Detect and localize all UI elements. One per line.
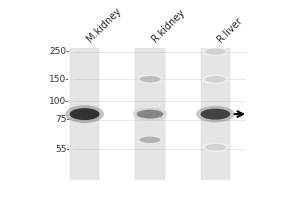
Ellipse shape xyxy=(202,47,229,56)
Ellipse shape xyxy=(133,108,167,121)
Ellipse shape xyxy=(202,74,229,84)
Ellipse shape xyxy=(140,76,160,82)
Text: M.kidney: M.kidney xyxy=(85,6,123,44)
Ellipse shape xyxy=(202,142,229,152)
Ellipse shape xyxy=(136,74,164,84)
Text: R.kidney: R.kidney xyxy=(150,8,187,44)
Text: 75-: 75- xyxy=(55,115,70,124)
Ellipse shape xyxy=(196,106,235,122)
Ellipse shape xyxy=(70,108,100,120)
Bar xyxy=(200,48,230,180)
Text: R.liver: R.liver xyxy=(215,16,244,44)
Text: 150-: 150- xyxy=(49,75,70,84)
Text: 250-: 250- xyxy=(50,47,70,56)
Ellipse shape xyxy=(205,76,226,82)
Text: 55-: 55- xyxy=(55,145,70,154)
Ellipse shape xyxy=(65,105,104,123)
Ellipse shape xyxy=(205,48,226,55)
Ellipse shape xyxy=(200,109,230,120)
Ellipse shape xyxy=(136,135,164,145)
Bar xyxy=(70,48,100,180)
Bar xyxy=(135,48,165,180)
Text: 100-: 100- xyxy=(49,97,70,106)
Ellipse shape xyxy=(205,144,226,150)
Ellipse shape xyxy=(136,110,164,119)
Ellipse shape xyxy=(140,137,160,143)
